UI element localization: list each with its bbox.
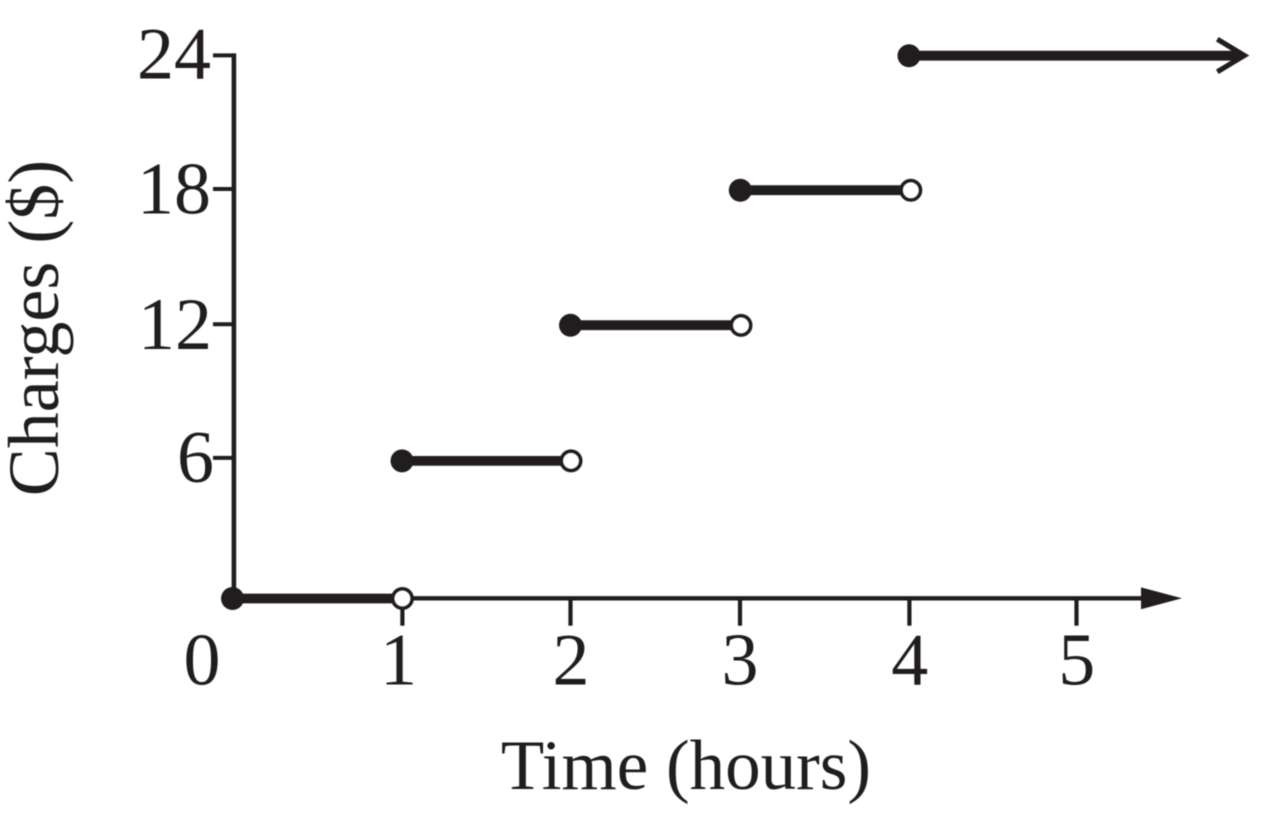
svg-text:6: 6	[177, 417, 214, 499]
svg-text:24: 24	[137, 13, 211, 95]
svg-text:5: 5	[1058, 620, 1095, 702]
svg-text:12: 12	[138, 284, 212, 366]
svg-text:3: 3	[722, 620, 759, 702]
svg-text:4: 4	[891, 620, 928, 702]
svg-text:1: 1	[380, 620, 417, 702]
svg-text:2: 2	[553, 620, 590, 702]
svg-text:18: 18	[137, 148, 211, 230]
svg-text:Time (hours): Time (hours)	[501, 727, 871, 805]
svg-text:Charges ($): Charges ($)	[0, 160, 74, 497]
svg-text:0: 0	[184, 620, 221, 702]
